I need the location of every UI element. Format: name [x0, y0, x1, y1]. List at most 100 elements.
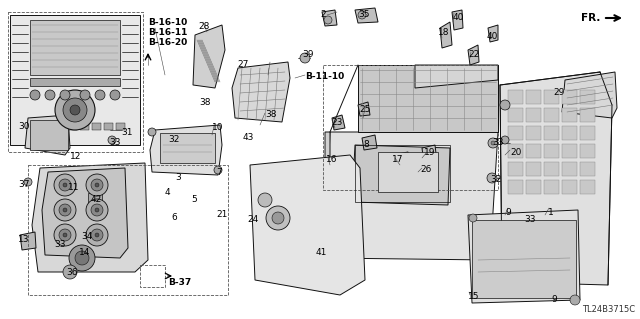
Bar [580, 90, 595, 104]
Bar [8, 12, 143, 152]
Text: 40: 40 [453, 13, 465, 22]
Text: 16: 16 [326, 155, 337, 164]
Circle shape [469, 214, 477, 222]
Circle shape [91, 179, 103, 191]
Circle shape [54, 174, 76, 196]
Circle shape [69, 245, 95, 271]
Bar [30, 20, 120, 75]
Text: 42: 42 [91, 195, 102, 204]
Circle shape [63, 233, 67, 237]
Polygon shape [422, 145, 437, 164]
Text: B-37: B-37 [168, 278, 191, 287]
Circle shape [59, 229, 71, 241]
Text: 9: 9 [551, 295, 557, 304]
Circle shape [24, 178, 32, 186]
Polygon shape [42, 168, 128, 258]
Bar [116, 123, 125, 130]
Polygon shape [355, 8, 378, 23]
Polygon shape [468, 210, 580, 303]
Text: 10: 10 [212, 123, 223, 132]
Text: 26: 26 [420, 165, 431, 174]
Text: 41: 41 [316, 248, 328, 257]
Bar [544, 180, 559, 194]
Bar [544, 162, 559, 176]
Bar [562, 180, 577, 194]
Circle shape [108, 136, 116, 144]
Circle shape [488, 138, 498, 148]
Bar [544, 90, 559, 104]
Text: 39: 39 [302, 50, 314, 59]
Bar [526, 162, 541, 176]
Bar [526, 126, 541, 140]
Circle shape [95, 90, 105, 100]
Text: 23: 23 [331, 118, 342, 127]
Circle shape [95, 183, 99, 187]
Bar [508, 108, 523, 122]
Text: 30: 30 [18, 122, 29, 131]
Polygon shape [415, 65, 498, 88]
Text: 8: 8 [363, 140, 369, 149]
Text: 21: 21 [216, 210, 227, 219]
Bar [30, 120, 68, 150]
Bar [526, 108, 541, 122]
Circle shape [324, 16, 332, 24]
Polygon shape [452, 10, 463, 30]
Bar [44, 123, 53, 130]
Text: 29: 29 [553, 88, 564, 97]
Polygon shape [325, 132, 330, 258]
Circle shape [491, 141, 495, 145]
Circle shape [487, 173, 497, 183]
Circle shape [63, 183, 67, 187]
Text: B-11-10: B-11-10 [305, 72, 344, 81]
Text: 27: 27 [237, 60, 248, 69]
Polygon shape [562, 72, 617, 118]
Polygon shape [32, 163, 148, 272]
Text: 24: 24 [247, 215, 259, 224]
Bar [88, 193, 102, 205]
Bar [580, 180, 595, 194]
Polygon shape [392, 152, 410, 170]
Circle shape [75, 251, 89, 265]
Bar [32, 123, 41, 130]
Polygon shape [325, 132, 498, 260]
Circle shape [59, 204, 71, 216]
Polygon shape [193, 25, 225, 88]
Text: 32: 32 [490, 175, 501, 184]
Text: 33: 33 [492, 138, 504, 147]
Polygon shape [332, 115, 345, 130]
Circle shape [214, 166, 222, 174]
Text: 1: 1 [548, 208, 554, 217]
Text: 14: 14 [79, 248, 90, 257]
Polygon shape [10, 15, 140, 145]
Circle shape [148, 128, 156, 136]
Circle shape [110, 90, 120, 100]
Bar [508, 144, 523, 158]
Bar [355, 145, 450, 202]
Circle shape [86, 199, 108, 221]
Circle shape [59, 179, 71, 191]
Polygon shape [358, 102, 370, 116]
Bar [28, 165, 228, 295]
Circle shape [80, 90, 90, 100]
Polygon shape [488, 25, 498, 42]
Polygon shape [250, 155, 365, 295]
Circle shape [63, 208, 67, 212]
Text: 34: 34 [81, 232, 92, 241]
Circle shape [63, 265, 77, 279]
Text: 33: 33 [54, 240, 65, 249]
Bar [56, 123, 65, 130]
Text: 25: 25 [359, 105, 371, 114]
Text: 32: 32 [168, 135, 179, 144]
Polygon shape [150, 125, 222, 175]
Circle shape [266, 206, 290, 230]
Bar [544, 144, 559, 158]
Bar [508, 126, 523, 140]
Polygon shape [468, 45, 479, 65]
Text: 17: 17 [392, 155, 403, 164]
Polygon shape [352, 145, 450, 205]
Polygon shape [418, 162, 432, 177]
Circle shape [70, 105, 80, 115]
Text: 19: 19 [424, 148, 435, 157]
Text: 7: 7 [216, 168, 221, 177]
Bar [526, 90, 541, 104]
